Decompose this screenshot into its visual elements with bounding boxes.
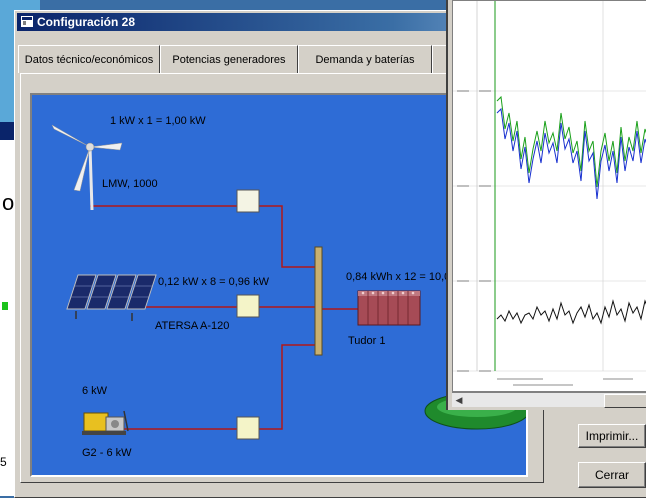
- plot-series-blue: [496, 107, 646, 200]
- system-schematic: 1 kW x 1 = 1,00 kW LMW, 1000 0,12 kW x 8…: [30, 93, 528, 477]
- tab-demanda-y-baterias[interactable]: Demanda y baterías: [298, 45, 432, 73]
- background-edge-letter: o: [2, 190, 15, 215]
- busbar: [314, 246, 323, 356]
- close-button[interactable]: Cerrar: [578, 462, 646, 488]
- solar-capacity-label: 0,12 kW x 8 = 0,96 kW: [158, 276, 269, 288]
- generator-icon: [82, 410, 129, 435]
- time-series-plot: [452, 0, 646, 392]
- solar-panel-stand: [75, 311, 133, 321]
- battery-bank-icon: [357, 290, 421, 326]
- wind-model-label: LMW, 1000: [102, 178, 158, 190]
- plot-axis-ticks: [457, 90, 633, 386]
- tab-datos-tecnico-economicos[interactable]: Datos técnico/económicos: [18, 45, 160, 73]
- solar-panel-icon: [66, 274, 157, 310]
- tab-strip: Datos técnico/económicos Potencias gener…: [18, 45, 498, 73]
- time-series-plot-window: ◀: [446, 0, 646, 410]
- print-button[interactable]: Imprimir...: [578, 424, 646, 448]
- plot-series-green: [496, 95, 646, 188]
- generator-converter-box: [236, 416, 260, 440]
- battery-capacity-label: 0,84 kWh x 12 = 10,0: [346, 271, 451, 283]
- wire-generator: [122, 344, 319, 430]
- scroll-left-arrow-icon[interactable]: ◀: [455, 395, 463, 405]
- background-status-indicator: [2, 302, 8, 310]
- plot-series-black: [496, 299, 646, 325]
- wind-capacity-label: 1 kW x 1 = 1,00 kW: [110, 115, 206, 127]
- plot-horizontal-scrollbar[interactable]: ◀: [452, 392, 646, 408]
- wire-wind: [90, 205, 319, 268]
- scroll-thumb[interactable]: [604, 394, 646, 408]
- app-window-icon: [21, 16, 33, 27]
- wind-converter-box: [236, 189, 260, 213]
- wiring: [90, 205, 372, 430]
- background-edge-number: 5: [0, 455, 7, 469]
- wind-turbine-icon: [51, 124, 123, 211]
- battery-model-label: Tudor 1: [348, 335, 386, 347]
- time-series-canvas: [453, 1, 646, 386]
- dialog-title: Configuración 28: [37, 15, 136, 29]
- solar-converter-box: [236, 294, 260, 318]
- generator-capacity-label: 6 kW: [82, 385, 108, 397]
- tab-potencias-generadores[interactable]: Potencias generadores: [160, 45, 298, 73]
- generator-model-label: G2 - 6 kW: [82, 447, 132, 459]
- solar-model-label: ATERSA A-120: [155, 320, 230, 332]
